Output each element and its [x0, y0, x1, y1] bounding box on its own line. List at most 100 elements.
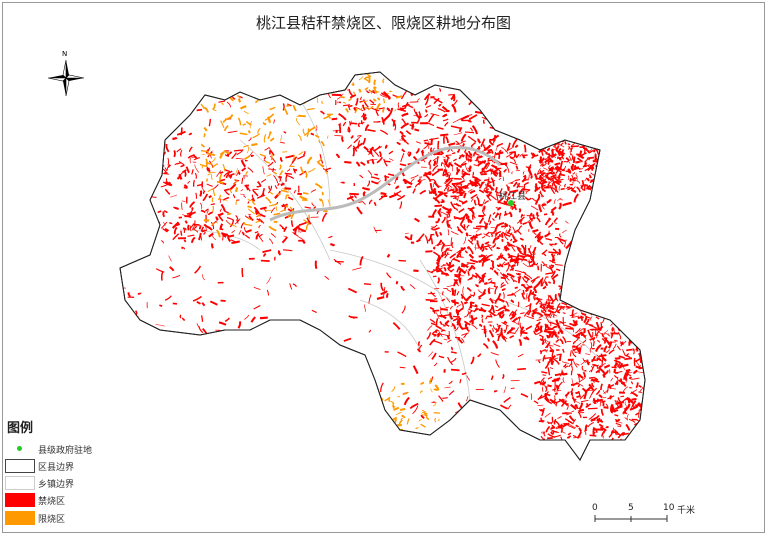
ban-zone-patch: [469, 179, 473, 185]
ban-zone-patch: [574, 391, 580, 395]
ban-zone-patch: [235, 214, 239, 223]
ban-zone-patch: [555, 423, 563, 428]
ban-zone-patch: [641, 344, 644, 352]
ban-zone-patch: [447, 356, 453, 366]
ban-zone-patch: [281, 227, 286, 230]
restricted-zone-patch: [395, 411, 402, 416]
ban-zone-patch: [579, 327, 584, 332]
restricted-zone-patch: [211, 222, 215, 226]
county-seat-marker[interactable]: [508, 200, 514, 206]
ban-zone-patch: [453, 278, 459, 285]
ban-zone-patch: [601, 337, 607, 344]
ban-zone-patch: [540, 417, 544, 423]
ban-zone-patch: [592, 427, 596, 436]
ban-zone-patch: [539, 377, 545, 384]
ban-zone-patch: [529, 217, 533, 222]
ban-zone-patch: [568, 415, 576, 422]
ban-zone-patch: [561, 153, 565, 160]
ban-zone-patch: [622, 386, 629, 393]
ban-zone-patch: [639, 339, 645, 346]
ban-zone-patch: [548, 265, 554, 274]
ban-zone-patch: [364, 396, 373, 399]
ban-zone-patch: [347, 144, 353, 150]
restricted-zone-patch: [318, 198, 322, 202]
ban-zone-patch: [444, 252, 449, 259]
ban-zone-patch: [234, 179, 240, 182]
ban-zone-patch: [510, 387, 515, 390]
ban-zone-patch: [483, 282, 488, 285]
ban-zone-patch: [286, 168, 291, 172]
restricted-zone-patch: [321, 191, 324, 196]
ban-zone-patch: [630, 391, 639, 398]
ban-zone-patch: [256, 185, 261, 188]
ban-zone-patch: [610, 403, 614, 412]
ban-zone-patch: [460, 133, 467, 142]
ban-zone-patch: [129, 106, 135, 113]
ban-zone-patch: [548, 321, 552, 327]
ban-zone-patch: [338, 113, 347, 121]
ban-zone-patch: [410, 174, 419, 179]
ban-zone-patch: [643, 414, 645, 419]
ban-zone-patch: [450, 346, 453, 351]
ban-zone-patch: [623, 103, 631, 112]
ban-zone-patch: [434, 204, 443, 208]
ban-zone-patch: [447, 188, 455, 192]
ban-zone-patch: [236, 150, 243, 156]
ban-zone-patch: [598, 423, 604, 428]
ban-zone-patch: [479, 170, 486, 174]
ban-zone-patch: [290, 220, 294, 228]
ban-zone-patch: [598, 367, 607, 376]
ban-zone-patch: [616, 257, 621, 262]
ban-zone-patch: [271, 207, 276, 214]
ban-zone-patch: [595, 321, 600, 329]
ban-zone-patch: [560, 173, 566, 177]
ban-zone-patch: [628, 418, 636, 423]
ban-zone-patch: [196, 183, 202, 187]
ban-zone-patch: [442, 156, 446, 159]
ban-zone-patch: [522, 174, 527, 178]
ban-zone-patch: [640, 307, 644, 314]
ban-zone-patch: [601, 400, 606, 403]
ban-zone-patch: [539, 338, 545, 342]
ban-zone-patch: [260, 316, 268, 320]
ban-zone-patch: [450, 125, 461, 129]
ban-zone-patch: [546, 198, 552, 204]
ban-zone-patch: [487, 101, 491, 109]
ban-zone-patch: [546, 349, 548, 353]
ban-zone-patch: [392, 322, 401, 330]
restricted-zone-patch: [273, 171, 278, 175]
ban-zone-patch: [142, 180, 146, 187]
ban-zone-patch: [456, 250, 462, 259]
ban-zone-patch: [481, 247, 485, 252]
ban-zone-patch: [490, 259, 495, 263]
ban-zone-patch: [454, 274, 460, 279]
ban-zone-patch: [446, 288, 452, 293]
ban-zone-patch: [541, 381, 547, 386]
ban-zone-patch: [270, 329, 275, 336]
restricted-zone-patch: [216, 180, 224, 184]
ban-zone-patch: [551, 273, 559, 280]
ban-zone-patch: [359, 174, 364, 179]
ban-zone-patch: [432, 164, 439, 172]
ban-zone-patch: [159, 304, 163, 307]
ban-zone-patch: [490, 408, 498, 415]
ban-zone-patch: [470, 198, 474, 202]
ban-zone-patch: [394, 124, 397, 131]
ban-zone-patch: [545, 174, 549, 179]
ban-zone-patch: [414, 217, 420, 223]
restricted-zone-patch: [239, 105, 247, 110]
ban-zone-patch: [510, 299, 515, 304]
ban-zone-patch: [470, 142, 476, 148]
township-line: [299, 99, 331, 211]
ban-zone-patch: [624, 372, 628, 381]
ban-zone-patch: [455, 216, 462, 220]
ban-zone-patch: [456, 168, 461, 172]
restricted-zone-patch: [318, 139, 321, 144]
ban-zone-patch: [362, 191, 366, 197]
ban-zone-patch: [541, 371, 548, 374]
ban-zone-patch: [546, 305, 554, 308]
ban-zone-patch: [195, 339, 199, 348]
ban-zone-patch: [522, 171, 525, 175]
restricted-zone-patch: [268, 113, 275, 119]
restricted-zone-patch: [421, 409, 427, 413]
